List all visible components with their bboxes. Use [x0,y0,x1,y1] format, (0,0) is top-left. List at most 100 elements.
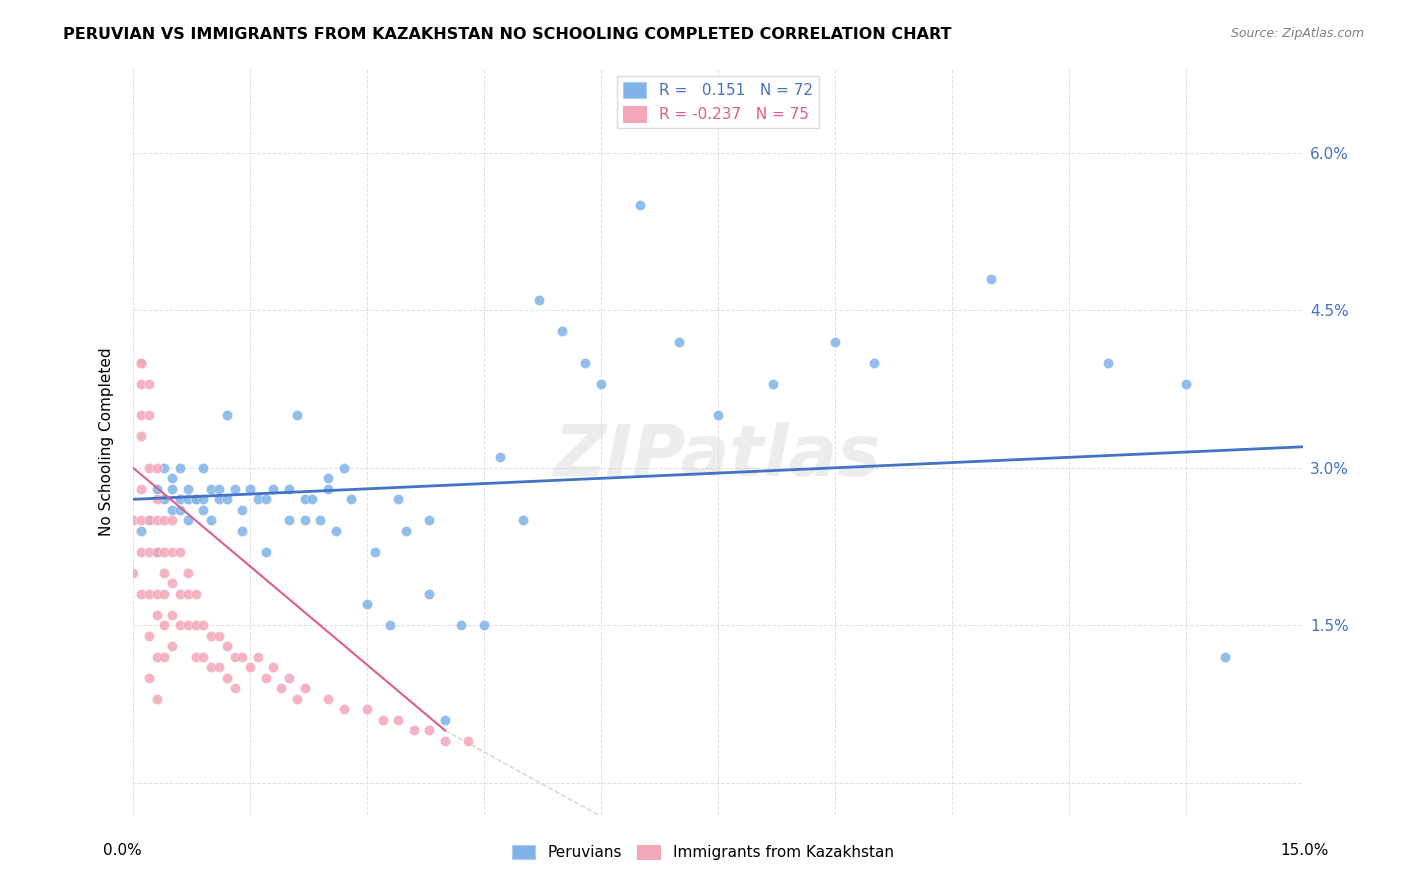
Point [169,503,191,517]
Point [1097,356,1119,370]
Point [138,587,160,601]
Point [450,618,472,632]
Point [169,618,191,632]
Point [160,640,183,654]
Point [316,692,339,706]
Point [129,587,152,601]
Point [145,607,167,622]
Point [980,271,1002,285]
Point [316,471,339,485]
Point [215,409,238,423]
Text: Source: ZipAtlas.com: Source: ZipAtlas.com [1230,27,1364,40]
Point [418,723,440,738]
Legend: R =   0.151   N = 72, R = -0.237   N = 75: R = 0.151 N = 72, R = -0.237 N = 75 [617,76,818,128]
Text: 0.0%: 0.0% [103,843,142,858]
Point [294,681,316,696]
Point [224,681,246,696]
Point [153,618,176,632]
Point [215,640,238,654]
Point [1175,376,1198,391]
Point [591,376,613,391]
Point [278,671,301,685]
Point [145,482,167,496]
Point [387,492,409,507]
Point [184,649,207,664]
Point [628,198,651,212]
Point [169,492,191,507]
Point [208,492,231,507]
Point [246,649,269,664]
Point [316,482,339,496]
Point [169,587,191,601]
Point [418,587,440,601]
Point [332,702,354,716]
Point [434,734,457,748]
Point [177,482,200,496]
Point [402,723,425,738]
Point [122,566,145,580]
Point [160,471,183,485]
Point [138,629,160,643]
Point [340,492,363,507]
Point [177,618,200,632]
Point [208,629,231,643]
Point [239,660,262,674]
Point [184,492,207,507]
Point [246,492,269,507]
Point [254,545,277,559]
Point [332,460,354,475]
Point [551,324,574,338]
Point [472,618,495,632]
Point [294,492,316,507]
Point [193,649,215,664]
Point [129,409,152,423]
Point [145,545,167,559]
Point [129,513,152,527]
Point [263,660,285,674]
Point [254,492,277,507]
Point [762,376,785,391]
Point [278,513,301,527]
Point [169,545,191,559]
Point [301,492,323,507]
Point [294,513,316,527]
Point [138,376,160,391]
Point [138,409,160,423]
Point [418,513,440,527]
Point [208,660,231,674]
Point [177,492,200,507]
Point [193,492,215,507]
Point [129,376,152,391]
Point [231,503,253,517]
Point [193,503,215,517]
Point [153,566,176,580]
Point [200,660,222,674]
Point [200,513,222,527]
Y-axis label: No Schooling Completed: No Schooling Completed [100,347,114,536]
Point [263,482,285,496]
Point [387,713,409,727]
Point [177,587,200,601]
Text: PERUVIAN VS IMMIGRANTS FROM KAZAKHSTAN NO SCHOOLING COMPLETED CORRELATION CHART: PERUVIAN VS IMMIGRANTS FROM KAZAKHSTAN N… [63,27,952,42]
Point [356,702,378,716]
Point [574,356,596,370]
Point [200,482,222,496]
Point [160,482,183,496]
Point [457,734,479,748]
Point [325,524,347,538]
Point [160,513,183,527]
Point [224,649,246,664]
Point [215,671,238,685]
Point [160,607,183,622]
Point [270,681,292,696]
Point [177,566,200,580]
Point [160,545,183,559]
Point [512,513,534,527]
Legend: Peruvians, Immigrants from Kazakhstan: Peruvians, Immigrants from Kazakhstan [506,839,900,866]
Point [153,513,176,527]
Point [129,356,152,370]
Point [488,450,510,465]
Point [153,649,176,664]
Point [239,482,262,496]
Point [129,524,152,538]
